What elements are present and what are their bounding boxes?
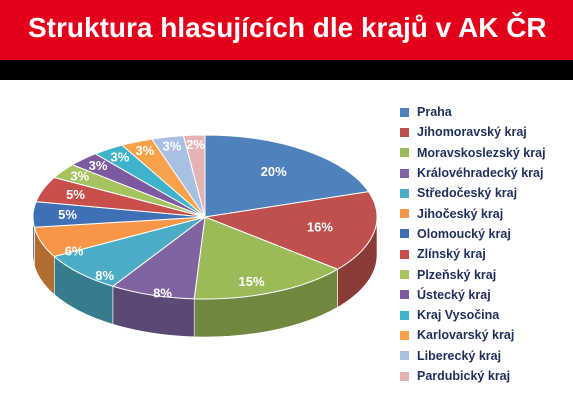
- chart-legend: Praha Jihomoravský kraj Moravskoslezský kr…: [400, 102, 570, 386]
- title-bar: Struktura hlasujících dle krajů v AK ČR: [0, 0, 573, 60]
- pie-slice-label: 16%: [307, 219, 333, 234]
- legend-label: Ústecký kraj: [417, 287, 491, 302]
- legend-label: Středočeský kraj: [417, 186, 518, 201]
- chart-area: 20% 16% 15% 8% 8% 6% 5% 5% 3% 3% 3% 3% 3% 2%: [0, 80, 573, 400]
- legend-item: Ústecký kraj: [400, 285, 570, 305]
- pie-slice-label: 3%: [70, 168, 89, 183]
- legend-label: Praha: [417, 105, 452, 120]
- legend-label: Liberecký kraj: [417, 348, 502, 363]
- pie-slice-label: 5%: [66, 187, 85, 202]
- legend-label: Karlovarský kraj: [417, 328, 515, 343]
- pie-slice-label: 8%: [95, 268, 114, 283]
- legend-swatch: [400, 270, 409, 280]
- legend-item: Královéhradecký kraj: [400, 163, 570, 183]
- pie-side-walls: [32, 216, 378, 338]
- legend-swatch: [400, 209, 409, 219]
- pie-slice-label: 15%: [238, 274, 264, 289]
- legend-item: Karlovarský kraj: [400, 325, 570, 345]
- legend-label: Pardubický kraj: [417, 369, 511, 383]
- legend-swatch: [400, 107, 409, 117]
- legend-item: Praha: [400, 102, 570, 122]
- legend-label: Jihomoravský kraj: [417, 125, 527, 140]
- page-title: Struktura hlasujících dle krajů v AK ČR: [28, 12, 547, 43]
- legend-swatch: [400, 310, 409, 320]
- legend-item: Moravskoslezský kraj: [400, 143, 570, 163]
- legend-label: Jihočeský kraj: [417, 206, 504, 221]
- legend-swatch: [400, 229, 409, 239]
- legend-item: Jihočeský kraj: [400, 203, 570, 223]
- legend-swatch: [400, 330, 409, 340]
- pie-slice: [182, 134, 206, 218]
- pie-slice-label: 5%: [58, 207, 77, 222]
- legend-item: Kraj Vysočina: [400, 305, 570, 325]
- legend-swatch: [400, 371, 409, 381]
- pie-slice: [193, 216, 339, 300]
- legend-label: Plzeňský kraj: [417, 267, 497, 282]
- legend-label: Moravskoslezský kraj: [417, 145, 546, 160]
- legend-item: Pardubický kraj: [400, 366, 570, 386]
- legend-item: Středočeský kraj: [400, 183, 570, 203]
- pie-slice-label: 8%: [153, 285, 172, 300]
- legend-label: Zlínský kraj: [417, 247, 486, 262]
- pie-top-faces: [32, 134, 378, 300]
- legend-swatch: [400, 249, 409, 259]
- legend-item: Zlínský kraj: [400, 244, 570, 264]
- pie-slice-label: 20%: [261, 164, 287, 179]
- pie-data-labels: 20%16%15%8%8%6%5%5%3%3%3% 3% 3% 2%: [58, 137, 333, 300]
- legend-swatch: [400, 188, 409, 198]
- pie-slice: [204, 134, 370, 218]
- legend-label: Kraj Vysočina: [417, 308, 500, 323]
- legend-label: Olomoucký kraj: [417, 226, 511, 241]
- legend-swatch: [400, 351, 409, 361]
- pie-slice-label: 3%: [89, 158, 108, 173]
- legend-swatch: [400, 290, 409, 300]
- header-divider-band: [0, 60, 573, 80]
- pie-slice-label: 6%: [65, 243, 84, 258]
- legend-swatch: [400, 168, 409, 178]
- pie-slice: [203, 191, 378, 270]
- legend-item: Liberecký kraj: [400, 346, 570, 366]
- pie-slice-label: 3%: [111, 149, 130, 164]
- pie-chart: 20%16%15%8%8%6%5%5%3%3%3% 3% 3% 2%: [32, 134, 378, 338]
- pie-slice-label: 3%: [163, 139, 182, 154]
- legend-label: Královéhradecký kraj: [417, 166, 544, 181]
- legend-item: Jihomoravský kraj: [400, 122, 570, 142]
- pie-slice-label: 3%: [136, 143, 155, 158]
- pie-slice-label: 2%: [186, 137, 205, 152]
- legend-item: Plzeňský kraj: [400, 264, 570, 284]
- legend-item: Olomoucký kraj: [400, 224, 570, 244]
- legend-swatch: [400, 127, 409, 137]
- legend-swatch: [400, 148, 409, 158]
